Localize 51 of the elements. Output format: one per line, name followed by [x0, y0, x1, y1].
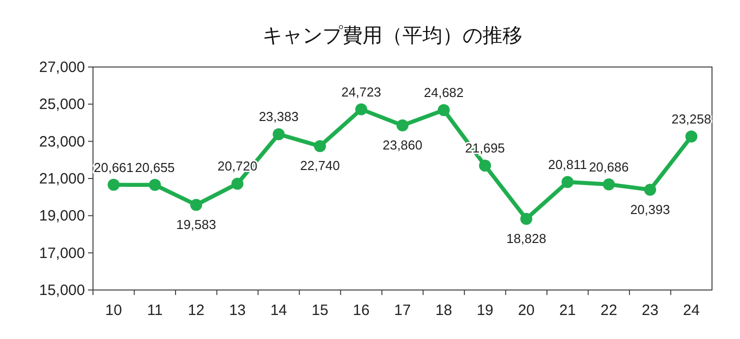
- point: [602, 178, 615, 190]
- x-tick-label: 13: [229, 302, 246, 319]
- y-tick-label: 25,000: [39, 96, 85, 114]
- data-label: 23,383: [258, 109, 299, 124]
- data-label: 20,661: [94, 160, 134, 175]
- data-label: 20,811: [548, 157, 587, 172]
- point: [148, 178, 161, 191]
- x-tick-label: 17: [394, 302, 411, 319]
- point: [355, 103, 368, 116]
- data-label: 22,740: [300, 158, 340, 174]
- point: [396, 119, 408, 132]
- x-tick-label: 18: [435, 302, 452, 319]
- data-label: 24,682: [424, 85, 464, 100]
- data-label: 18,828: [506, 230, 546, 246]
- x-tick-label: 15: [312, 302, 328, 319]
- data-label: 23,860: [382, 137, 422, 152]
- x-tick-label: 23: [642, 302, 658, 319]
- data-label: 20,686: [588, 159, 629, 174]
- point: [520, 212, 532, 225]
- point: [562, 176, 574, 188]
- x-tick-label: 10: [105, 302, 122, 319]
- data-label: 24,723: [341, 84, 382, 100]
- point: [644, 184, 656, 196]
- point: [314, 140, 326, 152]
- y-tick-label: 19,000: [39, 208, 85, 225]
- y-tick-label: 17,000: [39, 244, 85, 262]
- data-label: 20,655: [135, 160, 175, 175]
- x-tick-label: 21: [559, 302, 576, 319]
- x-tick-label: 24: [683, 302, 700, 319]
- data-label: 23,258: [671, 112, 712, 127]
- x-tick-label: 12: [188, 302, 205, 319]
- y-tick-label: 27,000: [39, 59, 85, 76]
- point: [685, 130, 698, 143]
- point: [231, 178, 244, 190]
- chart-title: キャンプ費用（平均）の推移: [262, 25, 522, 47]
- point: [190, 198, 202, 211]
- y-tick-label: 21,000: [39, 170, 85, 188]
- x-tick-label: 14: [270, 302, 288, 319]
- x-tick-label: 22: [600, 302, 618, 319]
- x-tick-label: 20: [518, 302, 535, 319]
- x-tick-label: 16: [352, 302, 370, 319]
- point: [272, 128, 285, 140]
- x-tick-label: 11: [147, 302, 163, 319]
- data-label: 19,583: [176, 216, 216, 232]
- point: [479, 160, 492, 172]
- y-tick-label: 15,000: [39, 282, 85, 299]
- data-label: 20,393: [630, 202, 670, 217]
- point: [438, 104, 450, 116]
- point: [108, 178, 120, 191]
- x-tick-label: 19: [476, 302, 494, 319]
- y-tick-label: 23,000: [39, 133, 85, 150]
